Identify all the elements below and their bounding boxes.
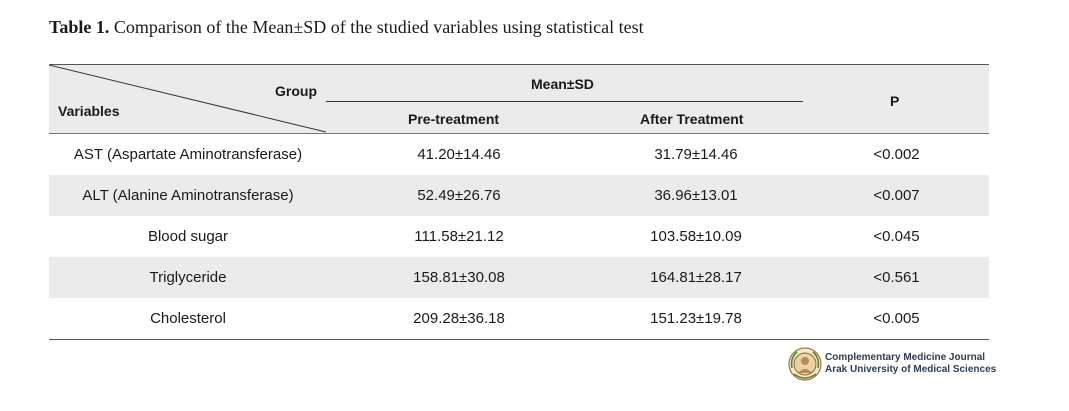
header-pre-treatment: Pre-treatment	[408, 111, 500, 127]
table-top-rule	[49, 64, 989, 65]
cell-p: <0.002	[873, 146, 920, 163]
caption-text: Comparison of the Mean±SD of the studied…	[113, 17, 644, 37]
table-row: Cholesterol 209.28±36.18 151.23±19.78 <0…	[49, 298, 989, 339]
header-variables: Variables	[58, 103, 120, 119]
cell-variable: AST (Aspartate Aminotransferase)	[73, 146, 303, 163]
cell-pre: 158.81±30.08	[413, 269, 505, 286]
journal-name: Complementary Medicine Journal	[825, 352, 986, 363]
cell-after: 164.81±28.17	[650, 269, 742, 286]
table-row: Blood sugar 111.58±21.12 103.58±10.09 <0…	[49, 216, 989, 257]
university-name: Arak University of Medical Sciences	[825, 364, 997, 375]
header-after-treatment: After Treatment	[640, 111, 744, 127]
cell-p: <0.007	[873, 187, 920, 204]
header-p: P	[890, 93, 900, 109]
table-row: ALT (Alanine Aminotransferase) 52.49±26.…	[49, 175, 989, 216]
cell-variable: Cholesterol	[150, 310, 226, 327]
table-header: Group Variables Mean±SD Pre-treatment Af…	[49, 65, 989, 133]
cell-pre: 111.58±21.12	[414, 228, 504, 245]
header-diagonal-divider	[49, 65, 327, 133]
header-mean-sd: Mean±SD	[531, 76, 594, 92]
cell-after: 151.23±19.78	[650, 310, 742, 327]
table-row: Triglyceride 158.81±30.08 164.81±28.17 <…	[49, 257, 989, 298]
cell-pre: 209.28±36.18	[413, 310, 505, 327]
header-mean-underline	[326, 101, 803, 102]
cell-variable: Triglyceride	[149, 269, 227, 286]
caption-label: Table 1.	[49, 17, 110, 37]
cell-after: 31.79±14.46	[654, 146, 738, 163]
cell-variable: ALT (Alanine Aminotransferase)	[82, 187, 294, 204]
cell-after: 103.58±10.09	[650, 228, 742, 245]
header-bottom-rule	[49, 133, 989, 134]
header-group: Group	[275, 83, 317, 99]
table-row: AST (Aspartate Aminotransferase) 41.20±1…	[49, 134, 989, 175]
cell-pre: 52.49±26.76	[417, 187, 501, 204]
journal-seal-icon	[787, 346, 823, 382]
journal-logo: Complementary Medicine Journal Arak Univ…	[787, 346, 997, 382]
cell-p: <0.561	[873, 269, 920, 286]
cell-after: 36.96±13.01	[654, 187, 738, 204]
table-caption: Table 1. Comparison of the Mean±SD of th…	[49, 17, 644, 38]
cell-p: <0.005	[873, 310, 920, 327]
journal-logo-text: Complementary Medicine Journal Arak Univ…	[825, 352, 996, 376]
table-bottom-rule	[49, 339, 989, 340]
cell-p: <0.045	[873, 228, 920, 245]
cell-variable: Blood sugar	[147, 228, 229, 245]
cell-pre: 41.20±14.46	[417, 146, 501, 163]
